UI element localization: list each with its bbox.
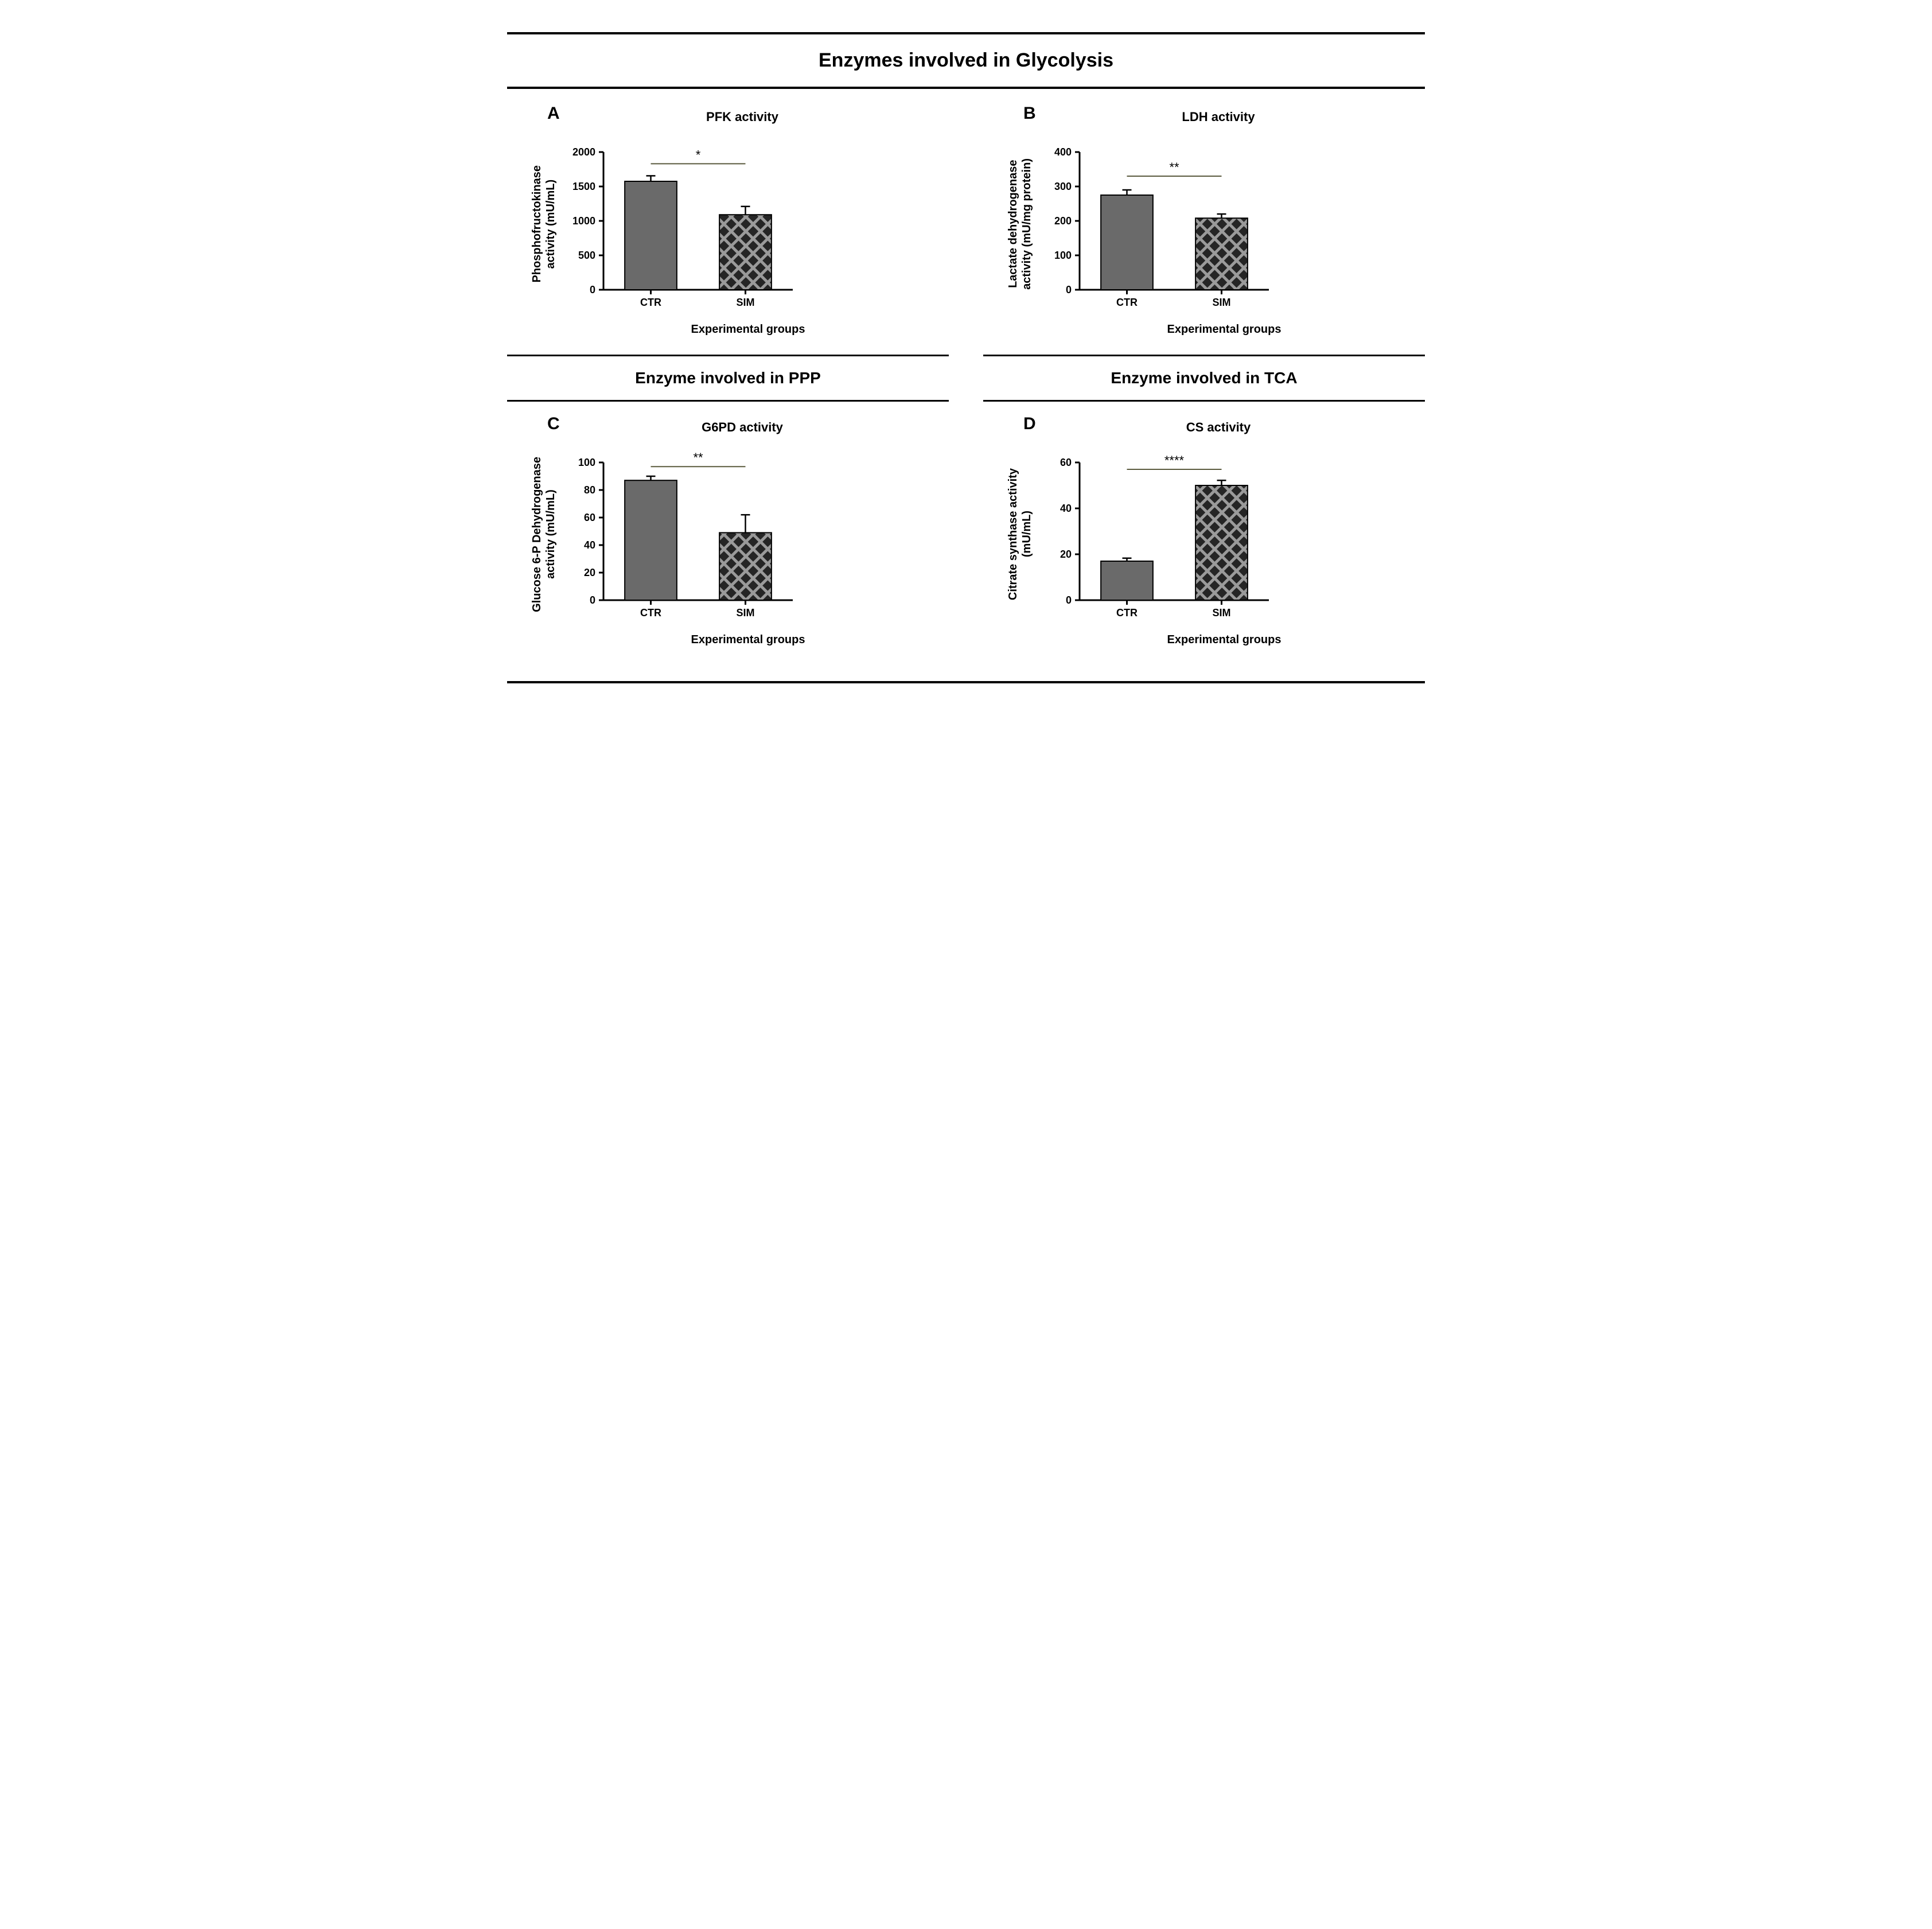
panel-letter-C: C	[547, 414, 560, 434]
chart-svg-B: 0 100 200 300 400 CTR SIM **	[1039, 129, 1280, 318]
row-2-titles: Enzyme involved in PPP Enzyme involved i…	[507, 348, 1425, 409]
top-rule-2	[507, 87, 1425, 89]
yaxis-label-B: Lactate dehydrogenase activity (mU/mg pr…	[1006, 158, 1034, 290]
xaxis-label-B: Experimental groups	[1006, 323, 1413, 336]
svg-text:400: 400	[1054, 146, 1072, 158]
panel-C: C G6PD activity Glucose 6-P Dehydrogenas…	[507, 409, 949, 658]
svg-text:20: 20	[1060, 549, 1072, 560]
svg-text:CTR: CTR	[1116, 607, 1138, 619]
svg-text:200: 200	[1054, 215, 1072, 227]
bottom-rule	[507, 681, 1425, 683]
svg-text:*: *	[696, 147, 701, 162]
top-rule-1	[507, 32, 1425, 34]
panel-B: B LDH activity Lactate dehydrogenase act…	[983, 98, 1425, 348]
svg-text:80: 80	[584, 484, 595, 496]
xaxis-label-A: Experimental groups	[530, 323, 937, 336]
chart-title-C: G6PD activity	[530, 420, 937, 435]
svg-text:100: 100	[1054, 250, 1072, 261]
chart-svg-A: 0 500 1000 1500 2000 CTR SIM *	[563, 129, 804, 318]
chart-title-A: PFK activity	[530, 110, 937, 125]
svg-text:CTR: CTR	[640, 297, 661, 308]
panel-letter-D: D	[1023, 414, 1036, 434]
svg-text:2000: 2000	[572, 146, 595, 158]
chart-title-B: LDH activity	[1006, 110, 1413, 125]
svg-text:0: 0	[590, 284, 595, 295]
row-1: A PFK activity Phosphofructokinase activ…	[507, 98, 1425, 348]
svg-text:SIM: SIM	[1212, 297, 1230, 308]
svg-text:0: 0	[1066, 284, 1072, 295]
svg-text:CTR: CTR	[640, 607, 661, 619]
chart-svg-C: 0 20 40 60 80 100 CTR SIM **	[563, 440, 804, 629]
chart-title-D: CS activity	[1006, 420, 1413, 435]
svg-text:**: **	[1169, 160, 1179, 174]
row-2: C G6PD activity Glucose 6-P Dehydrogenas…	[507, 409, 1425, 658]
chart-svg-D: 0 20 40 60 CTR SIM ****	[1039, 440, 1280, 629]
svg-text:100: 100	[578, 457, 595, 468]
svg-text:500: 500	[578, 250, 595, 261]
panel-D: D CS activity Citrate synthase activity …	[983, 409, 1425, 658]
svg-text:SIM: SIM	[1212, 607, 1230, 619]
panel-A: A PFK activity Phosphofructokinase activ…	[507, 98, 949, 348]
mid-rule-left-1	[507, 355, 949, 356]
panel-letter-B: B	[1023, 104, 1036, 123]
section-title-tca: Enzyme involved in TCA	[983, 363, 1425, 393]
svg-text:SIM: SIM	[736, 607, 754, 619]
section-title-glycolysis: Enzymes involved in Glycolysis	[507, 44, 1425, 77]
mid-rule-left-2	[507, 400, 949, 402]
svg-text:300: 300	[1054, 181, 1072, 192]
panel-letter-A: A	[547, 104, 560, 123]
figure-root: Enzymes involved in Glycolysis A PFK act…	[507, 32, 1425, 683]
mid-rule-right-2	[983, 400, 1425, 402]
yaxis-label-D: Citrate synthase activity (mU/mL)	[1006, 468, 1034, 600]
xaxis-label-C: Experimental groups	[530, 633, 937, 647]
svg-text:0: 0	[1066, 594, 1072, 606]
svg-text:**: **	[693, 450, 703, 465]
svg-text:40: 40	[584, 539, 595, 551]
xaxis-label-D: Experimental groups	[1006, 633, 1413, 647]
svg-text:60: 60	[1060, 457, 1072, 468]
svg-text:20: 20	[584, 567, 595, 578]
svg-text:40: 40	[1060, 503, 1072, 514]
svg-text:60: 60	[584, 512, 595, 523]
mid-rule-right-1	[983, 355, 1425, 356]
yaxis-label-A: Phosphofructokinase activity (mU/mL)	[530, 165, 558, 282]
section-title-ppp: Enzyme involved in PPP	[507, 363, 949, 393]
yaxis-label-C: Glucose 6-P Dehydrogenase activity (mU/m…	[530, 457, 558, 612]
svg-text:CTR: CTR	[1116, 297, 1138, 308]
svg-text:****: ****	[1164, 453, 1185, 468]
svg-text:1500: 1500	[572, 181, 595, 192]
svg-text:SIM: SIM	[736, 297, 754, 308]
svg-text:0: 0	[590, 594, 595, 606]
svg-text:1000: 1000	[572, 215, 595, 227]
